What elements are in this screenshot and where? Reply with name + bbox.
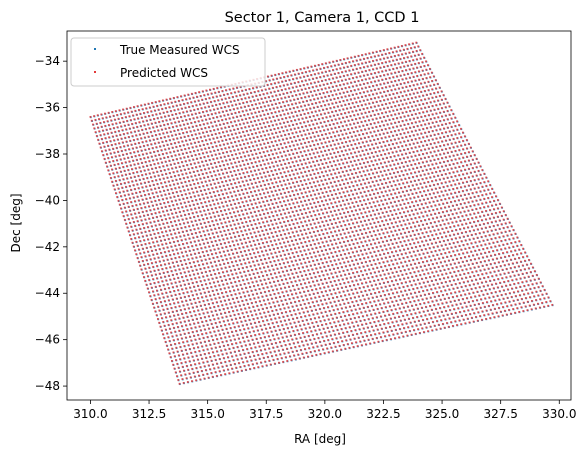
chart-title: Sector 1, Camera 1, CCD 1 <box>225 10 420 26</box>
